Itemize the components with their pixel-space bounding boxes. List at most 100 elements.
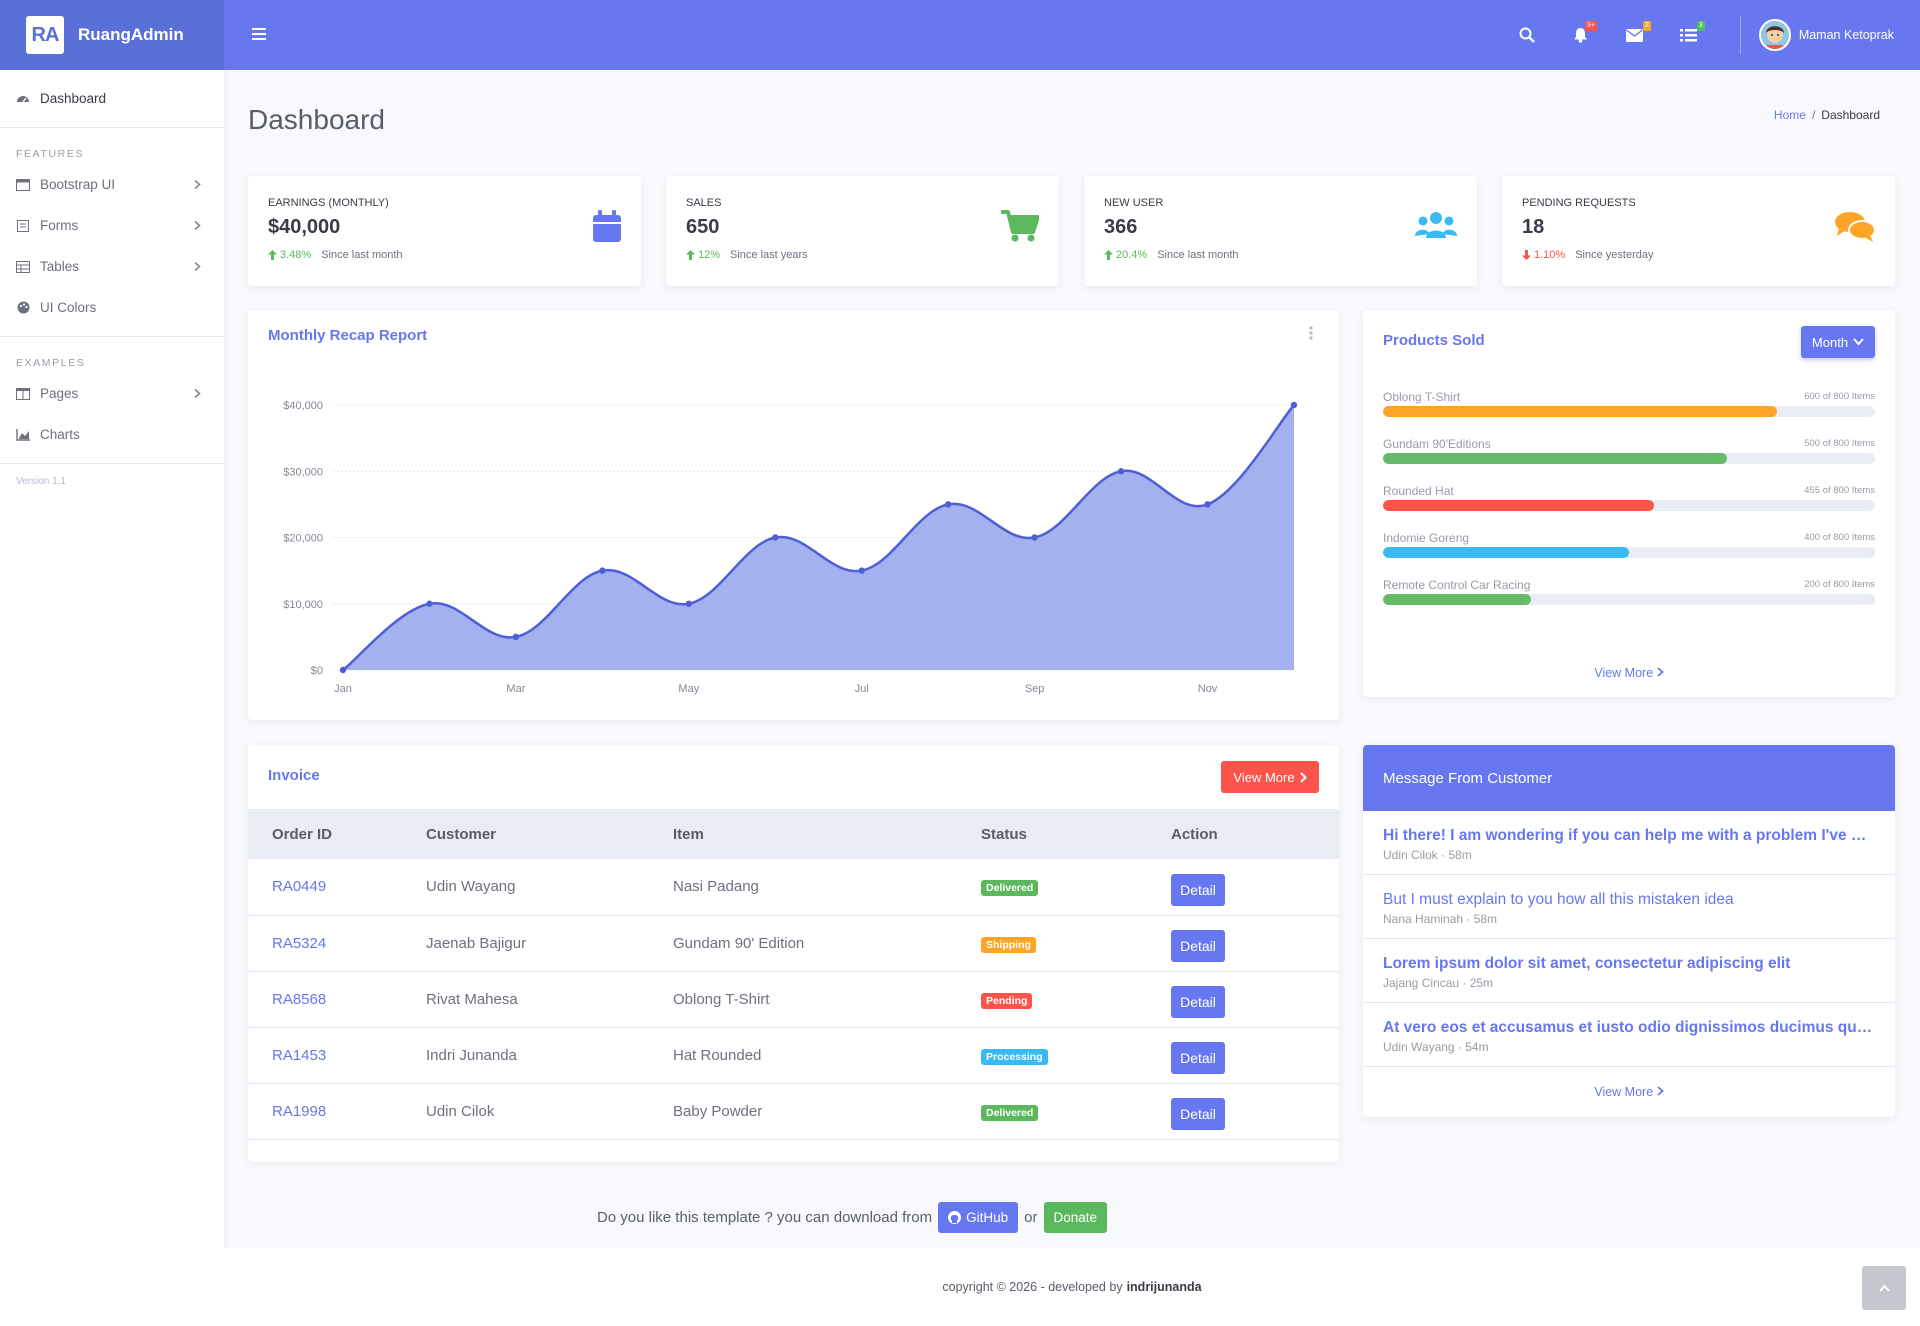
search-icon — [1519, 27, 1535, 43]
data-point[interactable] — [599, 567, 606, 574]
action-cell: Detail — [1171, 971, 1339, 1027]
table-row: RA8568 Rivat Mahesa Oblong T-Shirt Pending D… — [248, 971, 1339, 1027]
chevron-up-icon — [1878, 1284, 1890, 1292]
data-point[interactable] — [685, 600, 693, 607]
sidebar-item-tables[interactable]: Tables — [0, 246, 224, 287]
data-point[interactable] — [944, 501, 952, 508]
tasks-button[interactable]: 3 — [1675, 21, 1705, 49]
sidebar-item-dashboard[interactable]: Dashboard — [0, 78, 224, 119]
detail-button[interactable]: Detail — [1171, 930, 1225, 962]
arrow-up-icon — [268, 250, 277, 260]
hamburger-icon[interactable] — [252, 27, 266, 41]
message-item[interactable]: Hi there! I am wondering if you can help… — [1363, 811, 1895, 875]
stat-change-value: 12% — [698, 249, 721, 261]
order-id-link[interactable]: RA5324 — [272, 934, 327, 952]
product-progress-track — [1383, 453, 1875, 464]
data-point[interactable] — [1031, 534, 1038, 541]
customer-cell: Rivat Mahesa — [426, 990, 518, 1008]
sidebar-item-label: Forms — [40, 218, 79, 233]
arrow-down-icon — [1522, 250, 1531, 260]
stat-footer: 1.10% Since yesterday — [1522, 249, 1653, 261]
products-sold-card: Products Sold Month View More Oblong T-S… — [1363, 310, 1895, 697]
stat-title: Pending Requests — [1522, 197, 1636, 209]
table-icon — [16, 260, 30, 274]
data-point[interactable] — [512, 633, 520, 641]
stat-change: 12% — [686, 249, 720, 261]
sidebar-item-charts[interactable]: Charts — [0, 414, 224, 455]
sidebar-item-ui-colors[interactable]: UI Colors — [0, 287, 224, 328]
data-point[interactable] — [339, 666, 347, 674]
chevron-right-icon — [194, 221, 201, 230]
sidebar-item-label: Charts — [40, 427, 80, 442]
message-item[interactable]: But I must explain to you how all this m… — [1363, 875, 1895, 939]
message-meta: Nana Haminah · 58m — [1383, 912, 1498, 926]
detail-button[interactable]: Detail — [1171, 873, 1225, 906]
data-point[interactable] — [1117, 468, 1125, 475]
order-id-link[interactable]: RA8568 — [272, 990, 327, 1008]
brand[interactable]: RA RuangAdmin — [0, 0, 224, 70]
scroll-to-top-button[interactable] — [1862, 1266, 1906, 1310]
invoice-view-more-button[interactable]: View More — [1221, 761, 1319, 793]
sidebar-divider — [0, 463, 224, 464]
order-id-link[interactable]: RA1998 — [272, 1102, 327, 1120]
invoice-title: Invoice — [268, 767, 320, 784]
alerts-badge: 3+ — [1584, 21, 1597, 31]
stat-note: Since yesterday — [1575, 249, 1654, 261]
detail-button[interactable]: Detail — [1171, 1098, 1225, 1130]
status-cell: Processing — [981, 1027, 1171, 1083]
product-progress-item: Remote Control Car Racing 200 of 800 Item… — [1383, 578, 1875, 608]
order-id-link[interactable]: RA1453 — [272, 1046, 327, 1064]
detail-button[interactable]: Detail — [1171, 1042, 1225, 1074]
column-header-item: Item — [673, 825, 704, 843]
product-count: 400 of 800 Items — [1804, 532, 1875, 543]
data-point[interactable] — [772, 534, 779, 541]
stat-change-value: 20.4% — [1116, 249, 1148, 261]
data-point[interactable] — [1290, 401, 1298, 409]
footer: copyright © 2026 - developed by indrijuna… — [224, 1248, 1920, 1326]
stat-change: 1.10% — [1522, 249, 1565, 261]
stat-value: $40,000 — [268, 216, 341, 238]
stat-value: 18 — [1522, 216, 1545, 238]
product-progress-fill — [1383, 406, 1777, 417]
product-progress-item: Indomie Goreng 400 of 800 Items — [1383, 531, 1875, 561]
status-cell: Delivered — [981, 859, 1171, 915]
sidebar-item-label: Bootstrap UI — [40, 177, 116, 192]
more-options-icon[interactable] — [1309, 326, 1313, 340]
message-item[interactable]: Lorem ipsum dolor sit amet, consectetur … — [1363, 939, 1895, 1003]
data-point[interactable] — [426, 600, 433, 607]
month-filter-button[interactable]: Month — [1801, 326, 1875, 358]
order-id-link[interactable]: RA0449 — [272, 878, 327, 896]
messages-button[interactable]: 2 — [1621, 21, 1651, 49]
user-menu[interactable]: Maman Ketoprak — [1758, 19, 1920, 51]
data-point[interactable] — [858, 567, 865, 574]
breadcrumb: Home / Dashboard — [1774, 108, 1880, 122]
donate-button[interactable]: Donate — [1043, 1202, 1108, 1233]
github-button[interactable]: GitHub — [938, 1202, 1019, 1233]
table-row: RA1453 Indri Junanda Hat Rounded Processing… — [248, 1027, 1339, 1083]
search-button[interactable] — [1513, 21, 1541, 49]
detail-button[interactable]: Detail — [1171, 986, 1225, 1018]
message-text: At vero eos et accusamus et iusto odio d… — [1383, 1019, 1875, 1036]
tasks-icon — [1680, 29, 1698, 42]
topbar: 3+ 2 3 Maman Ketoprak — [224, 0, 1920, 70]
breadcrumb-current: Dashboard — [1821, 108, 1880, 122]
sidebar-item-bootstrap-ui[interactable]: Bootstrap UI — [0, 164, 224, 205]
invoice-table: Order ID Customer Item Status Action RA0… — [248, 809, 1339, 1140]
products-view-more-link[interactable]: View More — [1363, 666, 1895, 680]
messages-view-more-link[interactable]: View More — [1363, 1085, 1895, 1099]
stat-title: Earnings (Monthly) — [268, 197, 389, 209]
chevron-right-icon — [194, 389, 201, 398]
chevron-right-icon — [1657, 1086, 1664, 1096]
download-promo: Do you like this template ? you can down… — [224, 1202, 1920, 1233]
github-icon — [948, 1211, 962, 1224]
sidebar-item-pages[interactable]: Pages — [0, 373, 224, 414]
sidebar-item-forms[interactable]: Forms — [0, 205, 224, 246]
messages-card: Message From Customer View More Hi there… — [1363, 745, 1895, 1117]
breadcrumb-home-link[interactable]: Home — [1773, 108, 1806, 122]
monthly-recap-chart: $0 $10,000 $20,000 $30,000 $40,000 Jan Mar May J… — [283, 400, 1298, 695]
data-point[interactable] — [1204, 501, 1211, 508]
alerts-button[interactable]: 3+ — [1567, 21, 1597, 49]
chart-icon — [16, 428, 30, 442]
message-item[interactable]: At vero eos et accusamus et iusto odio d… — [1363, 1003, 1895, 1067]
message-text: Lorem ipsum dolor sit amet, consectetur … — [1383, 955, 1791, 972]
